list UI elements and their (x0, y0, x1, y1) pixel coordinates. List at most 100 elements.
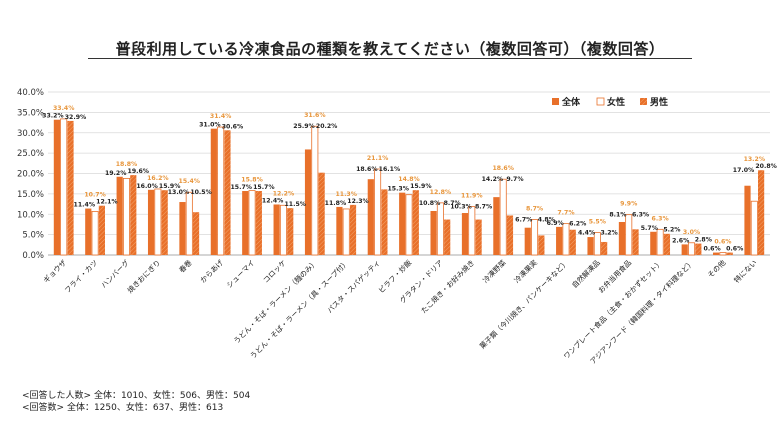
value-label-male: 5.2% (663, 226, 680, 233)
bar-全体 (524, 227, 531, 255)
value-label-female: 18.6% (492, 165, 513, 172)
value-label-all: 11.8% (325, 200, 346, 207)
value-label-female: 9.9% (620, 201, 637, 208)
bar-女性 (405, 194, 413, 256)
value-label-male: 12.1% (96, 199, 117, 206)
value-label-male: 19.6% (128, 168, 149, 175)
value-label-male: 15.9% (410, 183, 431, 190)
value-label-female: 7.7% (557, 210, 574, 217)
bar-男性 (318, 172, 325, 255)
x-tick-label: 特にない (732, 258, 759, 285)
bar-全体 (85, 208, 92, 255)
bar-全体 (53, 119, 60, 256)
bar-女性 (279, 204, 287, 256)
bar-全体 (744, 185, 751, 255)
y-tick-label: 15.0% (17, 190, 44, 200)
value-label-male: 6.2% (569, 221, 586, 228)
bar-全体 (147, 189, 155, 255)
bar-全体 (681, 244, 688, 255)
bar-女性 (122, 177, 130, 256)
value-label-all: 11.4% (74, 202, 95, 209)
bar-全体 (336, 206, 343, 255)
y-tick-label: 35.0% (17, 108, 44, 118)
bar-全体 (179, 202, 186, 255)
value-label-all: 33.2% (42, 113, 63, 120)
bar-女性 (248, 190, 256, 256)
respondents-note: <回答した人数> 全体：1010、女性：506、男性：504 (22, 391, 251, 401)
y-axis: 0.0% 5.0% 10.0% 15.0% 20.0% 25.0% 30.0% 35.0% 40… (17, 88, 770, 261)
bar-女性 (593, 232, 601, 256)
value-label-all: 10.3% (450, 204, 471, 211)
bar-男性 (444, 219, 451, 255)
value-label-male: 6.3% (632, 212, 649, 219)
value-label-female: 31.6% (304, 112, 325, 119)
bar-全体 (210, 128, 217, 255)
x-tick-label: ギョウザ (41, 258, 68, 285)
bar-男性 (161, 190, 168, 255)
value-label-all: 14.2% (482, 176, 503, 183)
value-label-female: 18.8% (116, 161, 137, 168)
y-tick-label: 0.0% (22, 251, 44, 261)
value-label-female: 12.8% (430, 189, 451, 196)
bar-男性 (569, 229, 576, 255)
value-label-male: 32.9% (65, 114, 86, 121)
bar-男性 (224, 130, 231, 255)
bar-女性 (185, 191, 193, 256)
value-label-all: 18.6% (356, 166, 377, 173)
bar-男性 (255, 191, 262, 255)
legend-label-全体: 全体 (561, 96, 581, 108)
y-tick-label: 10.0% (17, 210, 44, 220)
bar-女性 (625, 214, 633, 256)
value-label-female: 10.7% (84, 192, 105, 199)
value-label-all: 16.0% (136, 183, 157, 190)
value-label-male: 20.2% (316, 123, 337, 130)
x-tick-label: パスタ・スパゲッティ (325, 258, 382, 315)
bar-女性 (342, 208, 350, 256)
value-label-all: 15.7% (231, 184, 252, 191)
y-tick-label: 40.0% (17, 88, 44, 98)
bar-男性 (475, 219, 482, 255)
value-label-female: 3.0% (683, 229, 700, 236)
bar-男性 (192, 212, 200, 255)
bar-全体 (304, 149, 312, 255)
bar-女性 (217, 126, 225, 256)
bar-男性 (412, 190, 419, 255)
bar-男性 (130, 175, 137, 255)
value-label-male: 20.8% (755, 163, 776, 170)
x-tick-label: シューマイ (225, 258, 257, 290)
bar-女性 (531, 219, 539, 256)
bar-女性 (499, 178, 507, 256)
x-tick-label: 春巻 (177, 258, 194, 275)
bar-全体 (367, 179, 374, 255)
x-tick-label: 自然解凍品 (570, 258, 602, 290)
bar-男性 (632, 229, 639, 255)
value-label-male: 8.7% (475, 204, 492, 211)
bar-全体 (430, 210, 437, 255)
bar-男性 (381, 189, 388, 255)
bar-女性 (719, 252, 727, 256)
y-tick-label: 20.0% (17, 170, 44, 180)
bar-女性 (436, 202, 444, 256)
value-label-male: 15.7% (253, 184, 274, 191)
x-tick-label: コロッケ (261, 258, 288, 285)
value-label-male: 10.5% (190, 189, 211, 196)
value-label-male: 9.7% (506, 176, 523, 183)
y-tick-label: 30.0% (17, 129, 44, 139)
value-label-male: 11.5% (285, 201, 306, 208)
bar-男性 (98, 205, 105, 255)
value-label-female: 14.8% (398, 176, 419, 183)
bar-男性 (349, 204, 357, 255)
value-label-all: 17.0% (733, 167, 754, 174)
value-label-female: 8.7% (526, 206, 543, 213)
legend-label-男性: 男性 (650, 96, 668, 108)
chart-title: 普段利用している冷凍食品の種類を教えてください（複数回答可）（複数回答） (115, 40, 665, 58)
bar-全体 (618, 221, 626, 255)
bar-男性 (663, 233, 671, 255)
bar-女性 (688, 242, 696, 256)
y-tick-label: 5.0% (22, 231, 44, 241)
bar-女性 (374, 168, 382, 256)
value-label-female: 0.6% (714, 239, 731, 246)
value-label-male: 8.7% (444, 200, 461, 207)
value-label-female: 16.2% (147, 175, 168, 182)
value-label-all: 5.7% (641, 225, 658, 232)
